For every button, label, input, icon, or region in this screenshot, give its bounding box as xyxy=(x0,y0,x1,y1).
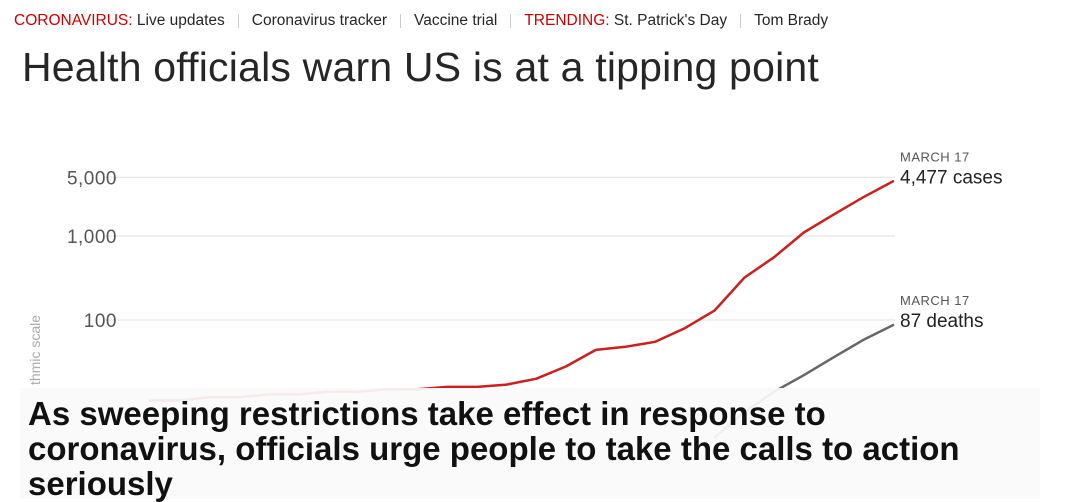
nav-link-text[interactable]: Coronavirus tracker xyxy=(251,12,388,29)
y-tick-label: 5,000 xyxy=(67,168,117,189)
nav-separator xyxy=(510,14,512,28)
nav-link-text[interactable]: St. Patrick's Day xyxy=(613,12,728,29)
y-axis-label: thmic scale xyxy=(27,315,43,385)
nav-item[interactable]: TRENDING: St. Patrick's Day xyxy=(524,12,727,30)
nav-topic-label[interactable]: CORONAVIRUS: xyxy=(14,12,133,29)
nav-separator xyxy=(740,14,742,28)
nav-link-text[interactable]: Tom Brady xyxy=(754,12,829,29)
nav-link-text[interactable]: Live updates xyxy=(136,12,225,29)
y-tick-label: 100 xyxy=(84,311,117,332)
caption-text[interactable]: As sweeping restrictions take effect in … xyxy=(28,395,960,502)
end-label: 87 deaths xyxy=(900,311,983,332)
end-label-date: MARCH 17 xyxy=(900,149,970,164)
headline[interactable]: Health officials warn US is at a tipping… xyxy=(22,44,819,90)
nav-bar: CORONAVIRUS: Live updates Coronavirus tra… xyxy=(14,12,828,30)
nav-item[interactable]: Vaccine trial xyxy=(414,12,497,30)
nav-topic-label[interactable]: TRENDING: xyxy=(524,12,610,29)
end-label: 4,477 cases xyxy=(900,167,1002,188)
nav-separator xyxy=(237,14,239,28)
end-label-date: MARCH 17 xyxy=(900,293,970,308)
nav-separator xyxy=(400,14,402,28)
series-line xyxy=(148,180,895,402)
nav-item[interactable]: CORONAVIRUS: Live updates xyxy=(14,12,225,30)
caption-box: As sweeping restrictions take effect in … xyxy=(20,388,1040,502)
nav-item[interactable]: Tom Brady xyxy=(754,12,828,30)
nav-link-text[interactable]: Vaccine trial xyxy=(414,12,498,29)
y-tick-label: 1,000 xyxy=(67,227,117,248)
nav-item[interactable]: Coronavirus tracker xyxy=(252,12,387,30)
